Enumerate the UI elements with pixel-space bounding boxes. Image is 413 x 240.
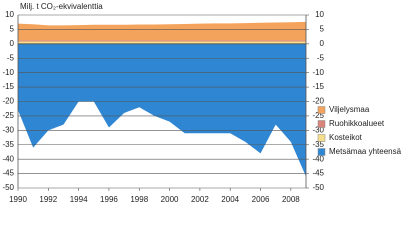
y2-tick-label: 0 [320, 39, 325, 48]
x-tick-label: 2006 [252, 195, 270, 204]
chart: Milj. t CO₂-ekvivalenttia -50-45-40-35-3… [2, 2, 402, 204]
x-tick-label: 1994 [70, 195, 88, 204]
area [18, 41, 306, 44]
y2-tick-label: -40 [312, 154, 324, 163]
x-tick-label: 1990 [9, 195, 27, 204]
y-tick-label: 0 [10, 39, 15, 48]
y2-tick-label: -35 [312, 140, 324, 149]
y-tick-label: 5 [10, 25, 15, 34]
x-tick-label: 2008 [282, 195, 300, 204]
legend-label: Viljelysmaa [329, 105, 370, 114]
area [18, 43, 306, 177]
y2-tick-label: -20 [312, 97, 324, 106]
y-tick-label: -45 [2, 169, 14, 178]
x-tick-label: 1998 [130, 195, 148, 204]
legend-label: Metsämaa yhteensä [329, 147, 402, 156]
x-tick-label: 2002 [191, 195, 209, 204]
x-tick-label: 2004 [221, 195, 239, 204]
y2-tick-label: -30 [312, 125, 324, 134]
legend-swatch [317, 148, 326, 156]
y2-tick-label: -25 [312, 111, 324, 120]
legend-swatch [317, 134, 326, 142]
y-tick-label: -30 [2, 125, 14, 134]
y-tick-label: -40 [2, 154, 14, 163]
y2-tick-label: 10 [315, 10, 324, 19]
y-tick-label: -50 [2, 183, 14, 192]
y2-tick-label: -15 [312, 82, 324, 91]
y-tick-label: -25 [2, 111, 14, 120]
y2-tick-label: -50 [312, 183, 324, 192]
x-tick-label: 1992 [39, 195, 57, 204]
legend-swatch [317, 120, 326, 128]
y-tick-label: -35 [2, 140, 14, 149]
y-tick-label: -20 [2, 97, 14, 106]
y-tick-label: -15 [2, 82, 14, 91]
x-tick-label: 1996 [100, 195, 118, 204]
legend-swatch [317, 106, 326, 114]
legend-label: Ruohikkoalueet [329, 119, 385, 128]
y2-tick-label: 5 [320, 25, 325, 34]
y2-tick-label: -10 [312, 68, 324, 77]
area [18, 21, 306, 41]
y-tick-label: -10 [2, 68, 14, 77]
area [18, 40, 306, 42]
legend-label: Kosteikot [329, 133, 363, 142]
y2-tick-label: -5 [317, 53, 325, 62]
y-tick-label: -5 [7, 53, 15, 62]
y-tick-label: 10 [5, 10, 14, 19]
y2-tick-label: -45 [312, 169, 324, 178]
y-axis-label: Milj. t CO₂-ekvivalenttia [20, 2, 103, 11]
x-tick-label: 2000 [161, 195, 179, 204]
